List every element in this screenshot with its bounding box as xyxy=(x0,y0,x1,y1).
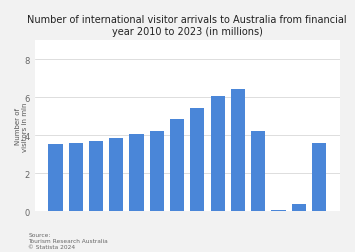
Bar xyxy=(251,131,265,211)
Bar xyxy=(130,135,144,211)
Bar xyxy=(211,97,225,211)
Bar xyxy=(150,131,164,211)
Bar xyxy=(190,108,204,211)
Bar xyxy=(312,143,326,211)
Text: Source:
Tourism Research Australia
© Statista 2024: Source: Tourism Research Australia © Sta… xyxy=(28,232,108,249)
Bar xyxy=(89,141,103,211)
Bar xyxy=(48,144,62,211)
Y-axis label: Number of
visitors in mln: Number of visitors in mln xyxy=(15,102,28,151)
Bar xyxy=(109,139,124,211)
Bar xyxy=(271,210,285,211)
Title: Number of international visitor arrivals to Australia from financial year 2010 t: Number of international visitor arrivals… xyxy=(27,15,347,37)
Bar xyxy=(69,143,83,211)
Bar xyxy=(292,204,306,211)
Bar xyxy=(231,89,245,211)
Bar xyxy=(170,120,184,211)
